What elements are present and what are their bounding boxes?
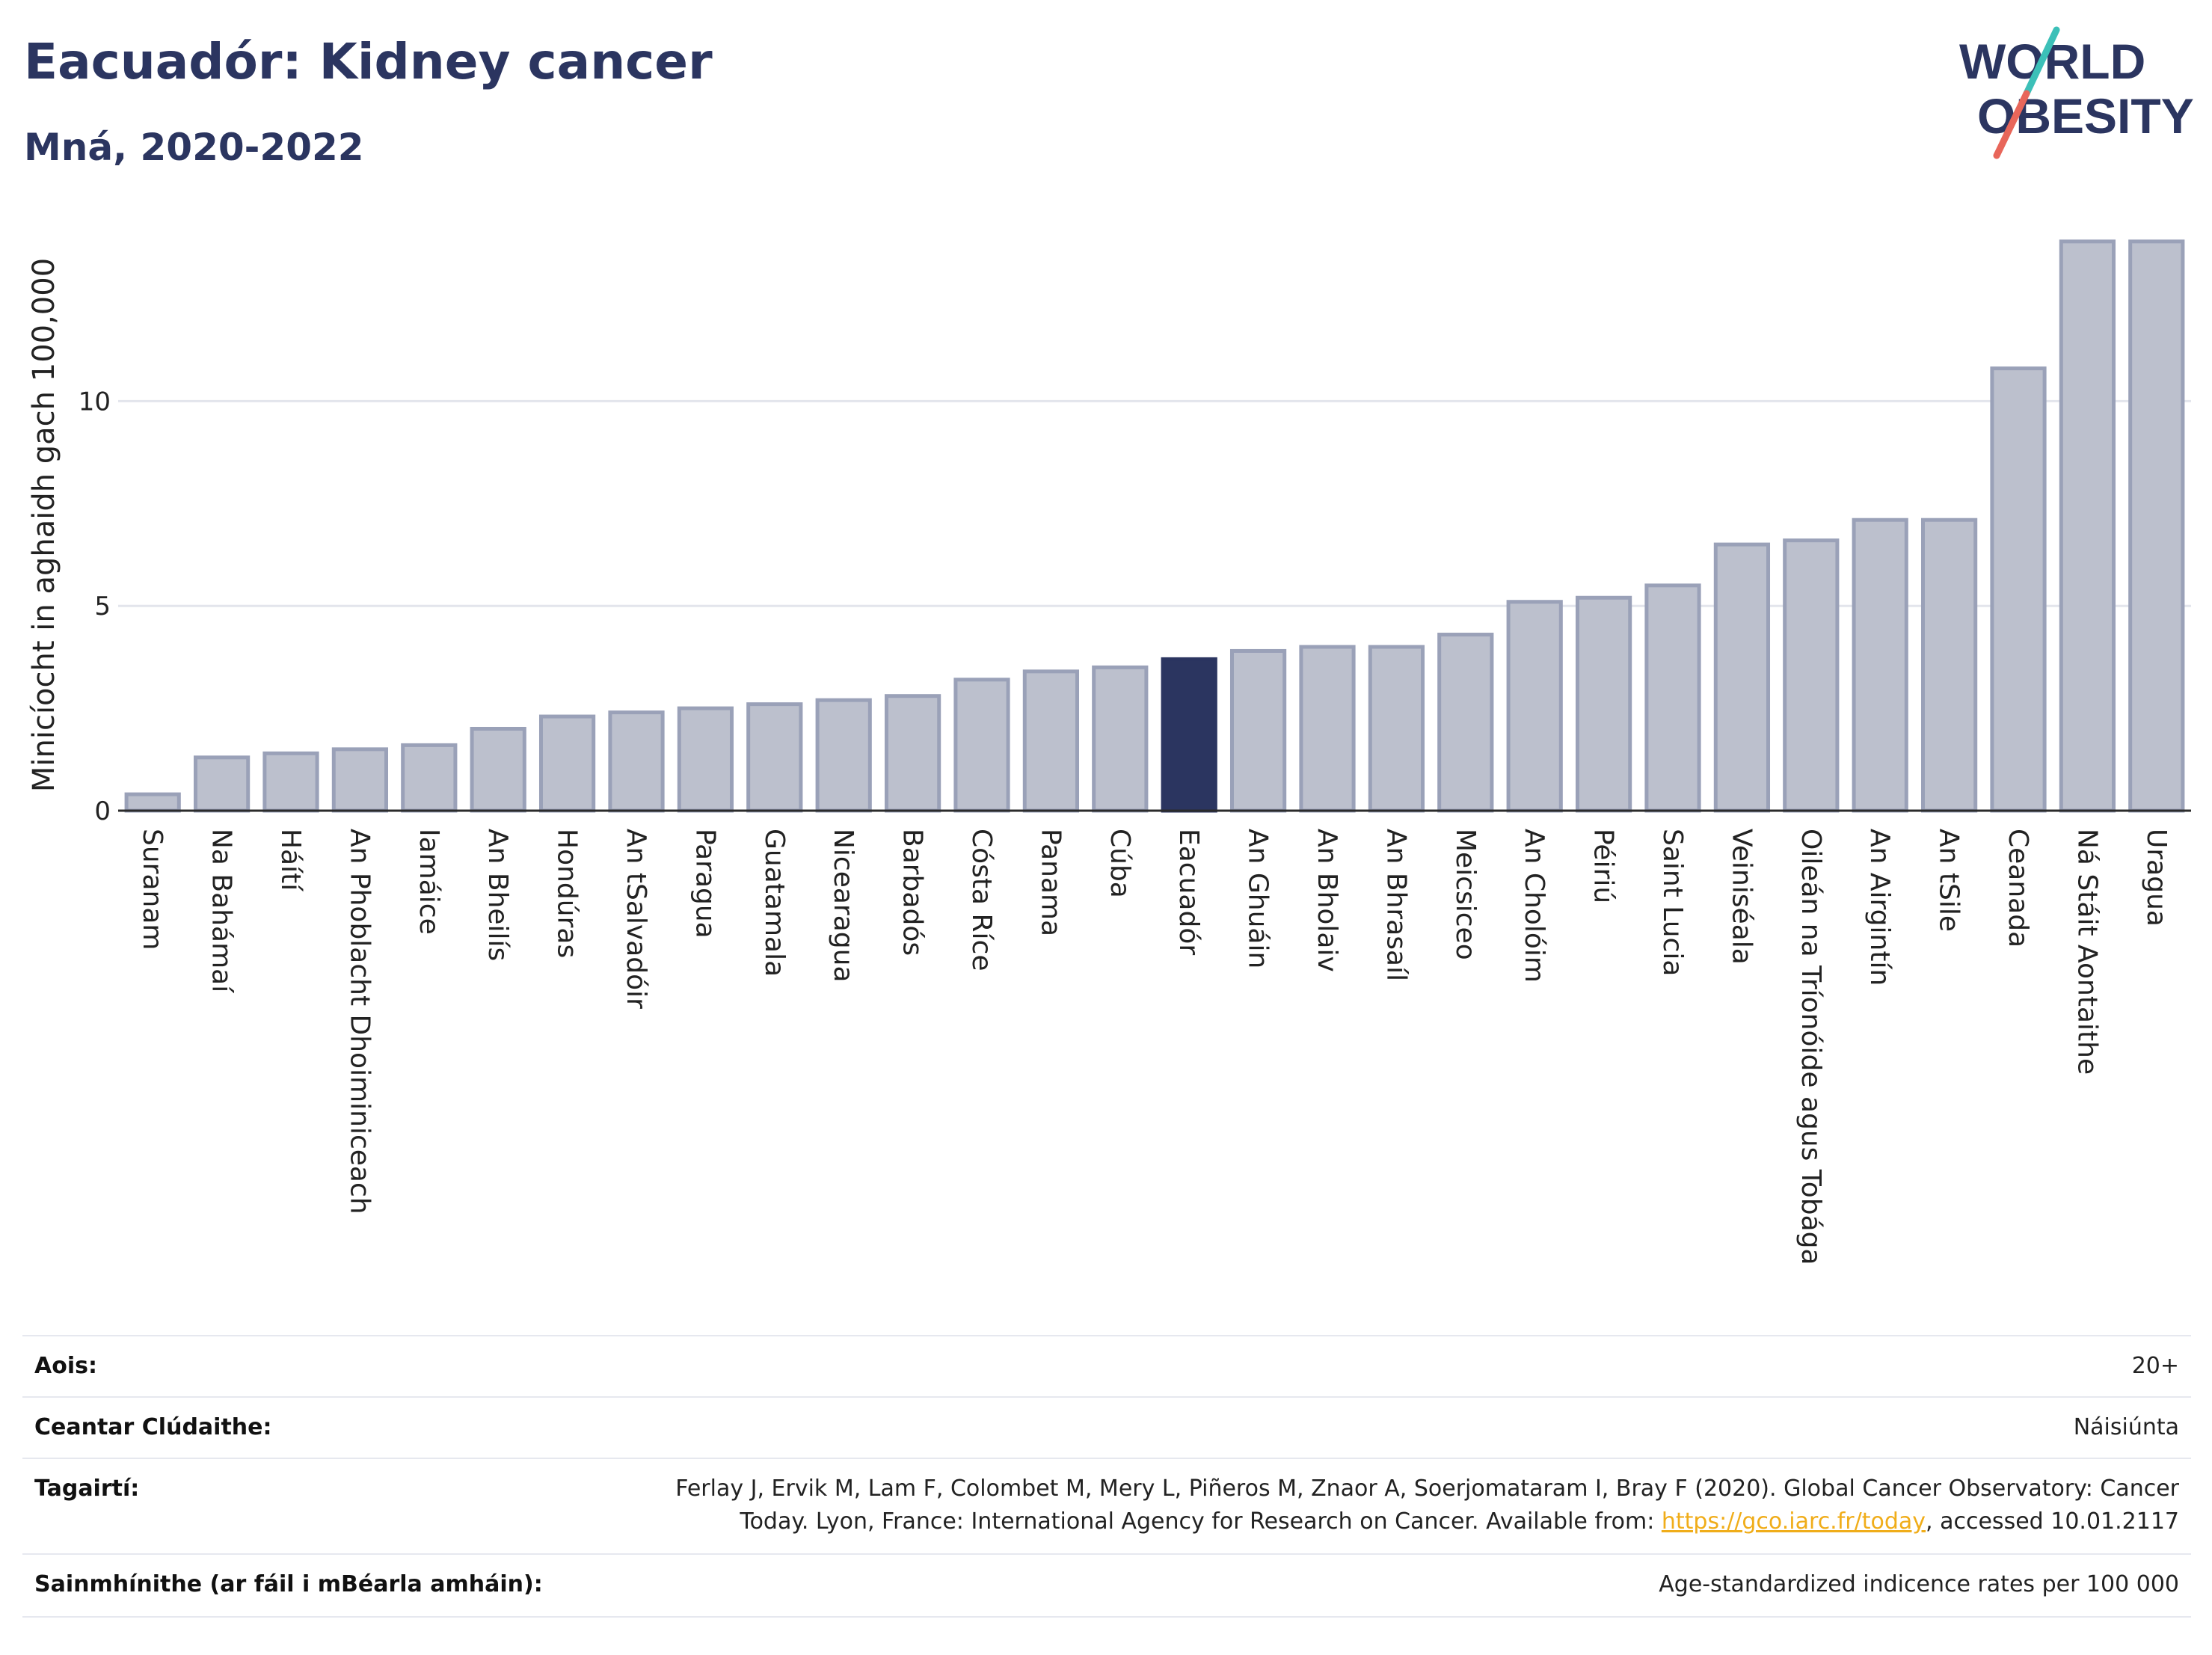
x-tick-label: Cósta Ríce <box>966 829 997 971</box>
x-tick-label: Oileán na Tríonóide agus Tobága <box>1795 829 1826 1265</box>
bar <box>608 710 665 813</box>
x-tick-label: An Bholaiv <box>1312 829 1342 972</box>
bar-chart: 0 5 10 Minicíocht in aghaidh gach 100,000 Su… <box>27 239 2191 1265</box>
y-axis-label: Minicíocht in aghaidh gach 100,000 <box>27 258 61 792</box>
bar <box>1990 366 2047 813</box>
info-row-references: Tagairtí: Ferlay J, Ervik M, Lam F, Colo… <box>22 1458 2191 1555</box>
chart-subtitle: Mná, 2020-2022 <box>24 126 364 169</box>
x-tick-label: Háítí <box>275 829 306 891</box>
logo-slash-red <box>1993 90 2030 159</box>
x-tick-label: An Ghuáin <box>1243 829 1274 968</box>
x-tick-label: Hondúras <box>552 829 583 958</box>
x-tick-label: Paragua <box>689 829 720 939</box>
bar <box>1575 595 1632 813</box>
bar <box>538 714 596 813</box>
x-tick-label: Na Bahámaí <box>206 829 237 993</box>
info-row-age: Aois: 20+ <box>22 1335 2191 1398</box>
x-tick-label: Ná Stáit Aontaithe <box>2071 829 2102 1075</box>
bar <box>1506 600 1563 813</box>
bar <box>401 743 458 813</box>
x-tick-label: An Cholóim <box>1519 829 1549 983</box>
x-tick-label: Saint Lucia <box>1657 829 1688 976</box>
x-tick-label: Eacuadór <box>1173 829 1204 955</box>
bar <box>1022 669 1080 813</box>
references-link[interactable]: https://gco.iarc.fr/today <box>1661 1508 1926 1535</box>
bar <box>1092 665 1149 813</box>
x-tick-label: Meicsiceo <box>1450 829 1481 960</box>
bar <box>1437 633 1494 813</box>
x-tick-label: Uragua <box>2141 829 2172 927</box>
references-value: Ferlay J, Ervik M, Lam F, Colombet M, Me… <box>675 1473 2179 1538</box>
bar <box>124 792 181 813</box>
x-tick-label: Barbadós <box>897 829 928 956</box>
bar <box>1852 518 1908 813</box>
coverage-label: Ceantar Clúdaithe: <box>34 1414 272 1440</box>
x-tick-label: An tSile <box>1934 829 1964 932</box>
x-tick-label: An tSalvadóir <box>621 829 651 1009</box>
bar <box>1713 542 1771 813</box>
references-line-1: Ferlay J, Ervik M, Lam F, Colombet M, Me… <box>675 1476 2179 1502</box>
references-line-2: Today. Lyon, France: International Agenc… <box>675 1505 2179 1538</box>
bar <box>2059 239 2116 813</box>
bar <box>470 726 526 813</box>
x-tick-label: An Bheilís <box>482 829 513 961</box>
x-tick-label: Panama <box>1035 829 1066 936</box>
x-tick-label: An Airgintín <box>1864 829 1895 986</box>
bar <box>746 702 803 813</box>
bar <box>884 694 941 813</box>
world-obesity-logo: WORLD OBESITY <box>1959 26 2194 159</box>
references-accessed: , accessed 10.01.2117 <box>1926 1508 2179 1535</box>
bar <box>1299 645 1356 813</box>
references-text: Today. Lyon, France: International Agenc… <box>740 1508 1662 1535</box>
x-tick-label: Suranam <box>137 829 168 950</box>
bar <box>953 678 1010 813</box>
bar <box>262 751 319 813</box>
info-row-coverage: Ceantar Clúdaithe: Náisiúnta <box>22 1396 2191 1459</box>
x-tick-label: Veiniséala <box>1726 829 1757 965</box>
age-label: Aois: <box>34 1353 97 1379</box>
bar <box>331 747 389 813</box>
bar <box>1368 645 1425 813</box>
bar <box>677 706 734 813</box>
x-tick-label: An Phoblacht Dhoiminiceach <box>344 829 375 1215</box>
y-tick-label: 5 <box>94 592 111 621</box>
bar <box>815 698 872 813</box>
x-tick-label: Ceanada <box>2003 829 2033 948</box>
bar <box>2128 239 2185 813</box>
bar <box>1783 538 1840 813</box>
chart-title: Eacuadór: Kidney cancer <box>24 33 713 90</box>
references-label: Tagairtí: <box>34 1476 140 1502</box>
y-tick-label: 10 <box>79 387 111 417</box>
info-row-definitions: Sainmhínithe (ar fáil i mBéarla amháin):… <box>22 1553 2191 1618</box>
bar <box>1644 583 1701 813</box>
definitions-label: Sainmhínithe (ar fáil i mBéarla amháin): <box>34 1571 543 1597</box>
x-tick-label: Péiriú <box>1588 829 1619 903</box>
x-tick-label: Cúba <box>1105 829 1135 898</box>
x-tick-label: An Bhrasaíl <box>1380 829 1411 981</box>
bar <box>1229 648 1287 813</box>
coverage-value: Náisiúnta <box>2073 1414 2179 1440</box>
definitions-value: Age-standardized indicence rates per 100… <box>1659 1571 2179 1597</box>
x-tick-label: Guatamala <box>759 829 790 977</box>
age-value: 20+ <box>2131 1353 2179 1379</box>
x-tick-label: Nicearagua <box>828 829 858 983</box>
bar <box>1920 518 1978 813</box>
x-tick-label: Iamáice <box>414 829 444 935</box>
bar <box>1161 657 1217 813</box>
logo-slash-teal <box>2023 26 2060 97</box>
y-tick-label: 0 <box>94 796 111 826</box>
bar <box>193 755 251 813</box>
